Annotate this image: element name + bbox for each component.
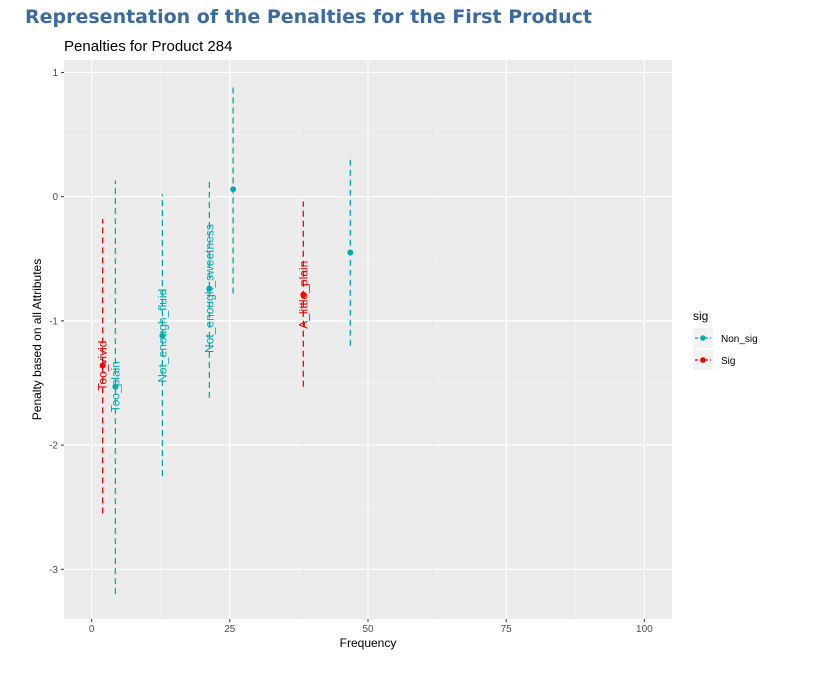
point-label: Too_plain: [108, 361, 122, 412]
y-tick-label: 1: [52, 68, 58, 79]
y-tick-label: -2: [49, 441, 58, 452]
chart-title: Penalties for Product 284: [64, 38, 232, 55]
legend-key-point: [700, 357, 706, 363]
point-label: Too_vivid: [96, 341, 110, 391]
point-label: Not_enough_fluid: [155, 289, 169, 383]
x-axis-ticks: 0 25 50 75 100: [89, 619, 653, 635]
y-tick-label: -1: [49, 316, 58, 327]
data-point: [112, 383, 119, 390]
major-gridlines: [64, 60, 672, 619]
x-axis-title: Frequency: [340, 636, 397, 650]
data-point: [300, 291, 307, 298]
page-heading: Representation of the Penalties for the …: [25, 6, 593, 28]
data-point: [230, 186, 237, 193]
x-tick-label: 25: [224, 624, 236, 635]
data-point: [347, 249, 354, 256]
point-label: A_little_plain: [296, 261, 310, 329]
data-point: [206, 285, 213, 292]
legend: sig Non_sig Sig: [693, 309, 758, 370]
x-tick-label: 0: [89, 624, 95, 635]
legend-entry-label: Sig: [721, 356, 735, 367]
data-point: [99, 362, 106, 369]
legend-title: sig: [693, 309, 708, 323]
legend-entry-label: Non_sig: [721, 334, 758, 345]
x-tick-label: 100: [636, 624, 653, 635]
x-tick-label: 75: [501, 624, 513, 635]
y-axis-title: Penalty based on all Attributes: [30, 259, 44, 420]
y-tick-label: 0: [52, 192, 58, 203]
y-axis-ticks: 1 0 -1 -2 -3: [49, 68, 64, 576]
legend-key-point: [700, 335, 706, 341]
x-tick-label: 50: [362, 624, 374, 635]
data-point: [159, 332, 166, 339]
data-points: [99, 186, 354, 390]
point-label: Not_enough_sweetness: [202, 224, 216, 353]
y-tick-label: -3: [49, 565, 58, 576]
